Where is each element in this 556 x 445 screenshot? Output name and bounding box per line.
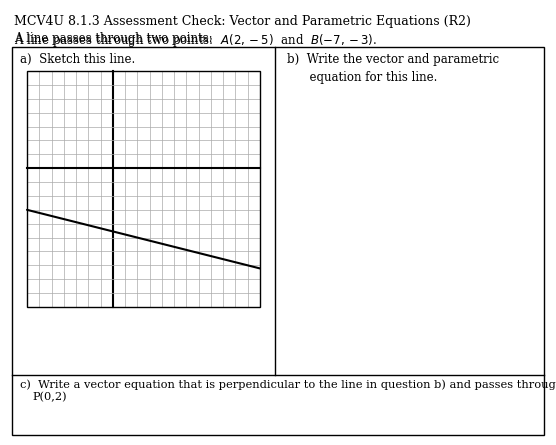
Text: b)  Write the vector and parametric
      equation for this line.: b) Write the vector and parametric equat… <box>287 53 499 84</box>
Text: a)  Sketch this line.: a) Sketch this line. <box>20 53 135 66</box>
Text: MCV4U 8.1.3 Assessment Check: Vector and Parametric Equations (R2): MCV4U 8.1.3 Assessment Check: Vector and… <box>14 15 471 28</box>
Bar <box>12 47 544 435</box>
Text: P(0,2): P(0,2) <box>32 392 67 402</box>
Text: A line passes through two points:: A line passes through two points: <box>14 32 220 45</box>
Text: A line passes through two points:  $A(2,-5)$  and  $B(-7,-3)$.: A line passes through two points: $A(2,-… <box>14 32 377 49</box>
Bar <box>27 71 260 307</box>
Text: c)  Write a vector equation that is perpendicular to the line in question b) and: c) Write a vector equation that is perpe… <box>20 379 556 389</box>
